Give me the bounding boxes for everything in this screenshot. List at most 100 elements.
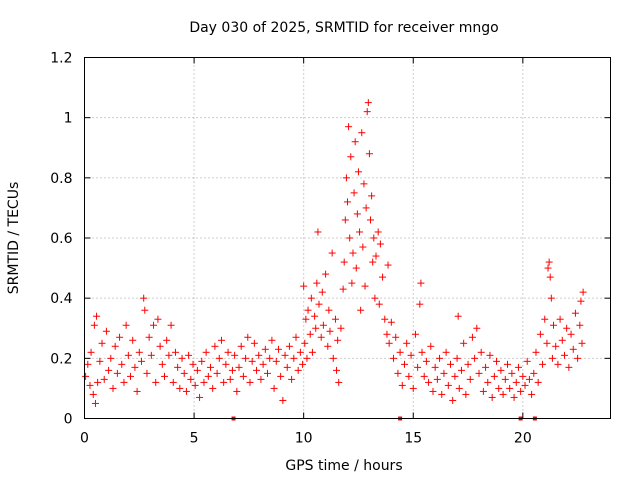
data-point xyxy=(322,270,330,278)
data-point xyxy=(328,249,336,257)
data-point xyxy=(349,249,357,257)
data-point xyxy=(196,393,204,401)
data-point xyxy=(307,294,315,302)
data-point xyxy=(497,366,505,374)
data-point xyxy=(453,354,461,362)
data-point xyxy=(558,336,566,344)
data-point xyxy=(296,348,304,356)
y-tick-label: 1 xyxy=(64,111,73,127)
data-point xyxy=(354,168,362,176)
data-point xyxy=(242,354,250,362)
data-point xyxy=(567,330,575,338)
data-point xyxy=(105,366,113,374)
data-point xyxy=(546,273,554,281)
data-point xyxy=(133,387,141,395)
data-point xyxy=(464,360,472,368)
data-point xyxy=(351,138,359,146)
data-point xyxy=(89,390,97,398)
data-point xyxy=(362,204,370,212)
data-point xyxy=(169,378,177,386)
data-point xyxy=(193,366,201,374)
data-point xyxy=(244,333,252,341)
y-tick-label: 0.6 xyxy=(50,231,72,247)
data-point xyxy=(303,354,311,362)
data-point xyxy=(261,345,269,353)
data-point xyxy=(209,384,217,392)
data-point xyxy=(363,108,371,116)
data-point xyxy=(519,372,527,380)
data-point xyxy=(374,228,382,236)
data-point xyxy=(272,357,280,365)
data-point xyxy=(433,375,441,383)
data-point xyxy=(356,228,364,236)
data-point xyxy=(109,384,117,392)
data-point xyxy=(371,294,379,302)
data-point xyxy=(143,369,151,377)
data-point xyxy=(131,363,139,371)
data-point xyxy=(398,381,406,389)
data-point xyxy=(390,354,398,362)
data-point xyxy=(376,240,384,248)
chart-title: Day 030 of 2025, SRMTID for receiver mng… xyxy=(189,20,498,36)
data-point xyxy=(544,264,552,272)
data-point xyxy=(102,327,110,335)
data-point xyxy=(473,324,481,332)
data-point xyxy=(137,357,145,365)
data-point xyxy=(158,360,166,368)
data-point xyxy=(86,381,94,389)
data-point xyxy=(536,330,544,338)
y-tick-label: 1.2 xyxy=(50,51,72,67)
data-point xyxy=(385,339,393,347)
x-tick-label: 15 xyxy=(404,431,422,447)
data-point xyxy=(345,123,353,131)
data-point xyxy=(552,342,560,350)
data-point xyxy=(411,330,419,338)
data-point xyxy=(264,369,272,377)
data-point xyxy=(270,384,278,392)
y-axis-label: SRMTID / TECUs xyxy=(6,182,22,295)
data-point xyxy=(222,360,230,368)
data-point xyxy=(375,300,383,308)
data-point xyxy=(414,363,422,371)
data-point xyxy=(468,333,476,341)
data-point xyxy=(129,336,137,344)
data-point xyxy=(417,279,425,287)
data-point xyxy=(268,336,276,344)
data-point xyxy=(521,381,529,389)
data-point xyxy=(383,330,391,338)
data-point xyxy=(490,372,498,380)
data-point xyxy=(306,330,314,338)
data-point xyxy=(207,363,215,371)
data-point xyxy=(486,351,494,359)
y-axis-ticks: 0 0.2 0.4 0.6 0.8 1 1.2 xyxy=(50,51,611,428)
data-point xyxy=(178,354,186,362)
data-point xyxy=(96,357,104,365)
data-point xyxy=(198,357,206,365)
data-point xyxy=(353,210,361,218)
data-point xyxy=(337,324,345,332)
data-point xyxy=(107,354,115,362)
data-point xyxy=(493,357,501,365)
data-point xyxy=(418,348,426,356)
data-point xyxy=(118,360,126,368)
data-point xyxy=(360,180,368,188)
data-point xyxy=(477,348,485,356)
data-point xyxy=(436,354,444,362)
data-point xyxy=(512,378,520,386)
data-point xyxy=(200,378,208,386)
data-point xyxy=(94,378,102,386)
data-point xyxy=(165,351,173,359)
data-point xyxy=(565,363,573,371)
data-point xyxy=(213,369,221,377)
data-point xyxy=(315,300,323,308)
data-point xyxy=(357,306,365,314)
data-point xyxy=(274,345,282,353)
data-point xyxy=(325,306,333,314)
data-point xyxy=(475,369,483,377)
data-point xyxy=(387,318,395,326)
data-point xyxy=(444,381,452,389)
data-point xyxy=(563,324,571,332)
data-point xyxy=(455,384,463,392)
data-point xyxy=(174,363,182,371)
